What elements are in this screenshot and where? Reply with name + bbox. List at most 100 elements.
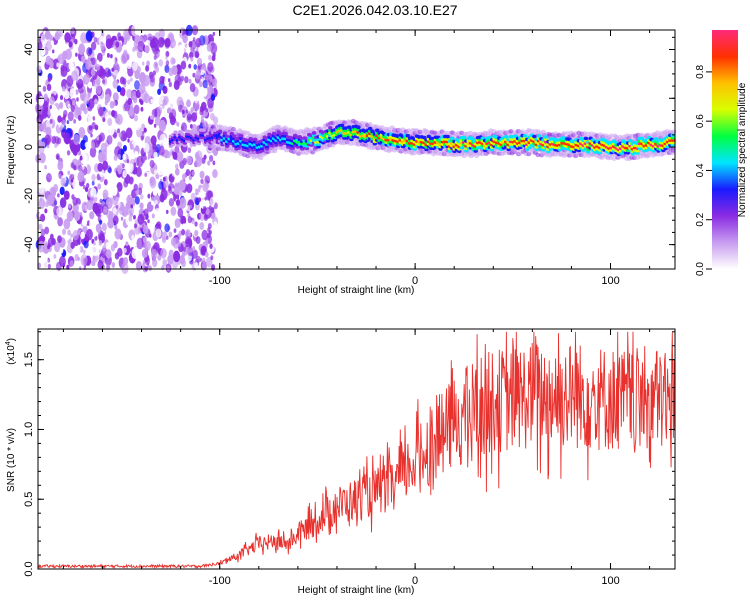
noise-cell (120, 216, 124, 221)
noise-cell (194, 221, 198, 227)
noise-cell (125, 241, 129, 247)
noise-cell (117, 247, 123, 257)
noise-cell (134, 70, 140, 80)
colorbar-tick-label: 0.4 (695, 163, 706, 177)
noise-cell (40, 213, 46, 222)
noise-cell (47, 76, 52, 83)
halo-cell (379, 125, 385, 130)
noise-cell (44, 164, 47, 170)
noise-cell (56, 207, 62, 217)
noise-cell (123, 257, 129, 266)
snr-y-label: SNR (10 * v/v) (6, 428, 17, 492)
noise-cell (51, 49, 55, 54)
noise-cell (163, 179, 169, 189)
noise-cell (59, 94, 64, 101)
noise-cell (128, 262, 134, 271)
noise-cell (111, 262, 116, 268)
noise-cell (154, 44, 159, 51)
spectrogram-y-ticks: 40 20 0 -20 -40 (23, 36, 675, 270)
noise-cell (182, 223, 186, 228)
noise-cell (125, 127, 133, 139)
noise-cell (129, 109, 135, 118)
noise-cell (80, 105, 84, 110)
noise-cell (140, 89, 144, 94)
noise-cell (38, 223, 43, 231)
noise-cell (199, 170, 205, 179)
noise-cell (77, 78, 84, 88)
noise-cell (126, 59, 133, 70)
noise-cell (191, 112, 198, 122)
colorbar-tick-label: 0.2 (695, 212, 706, 226)
noise-cell (72, 230, 79, 241)
noise-cell (143, 142, 150, 153)
halo-cell (496, 129, 502, 135)
noise-cell (181, 122, 187, 132)
snr-x-label: Height of straight line (km) (298, 585, 415, 596)
noise-cell (67, 111, 74, 122)
noise-cell (49, 96, 55, 105)
noise-cell (87, 81, 93, 89)
noise-cell (147, 219, 150, 224)
noise-cell (115, 41, 120, 48)
noise-cell (95, 154, 99, 161)
noise-cell (82, 225, 88, 234)
noise-cell (201, 261, 208, 271)
noise-cell (67, 103, 71, 109)
noise-cell (116, 85, 122, 93)
noise-cell (155, 221, 162, 231)
noise-cell (88, 220, 92, 226)
noise-cell (57, 235, 62, 244)
noise-cell (85, 59, 92, 71)
noise-cell (132, 46, 136, 53)
noise-cell (106, 59, 112, 68)
noise-cell (67, 229, 71, 236)
noise-cell (41, 33, 46, 41)
noise-cell (173, 183, 181, 195)
noise-cell (119, 95, 124, 101)
noise-cell (80, 172, 85, 179)
noise-cell (192, 189, 196, 194)
noise-cell (87, 93, 91, 98)
noise-cell (115, 204, 119, 209)
noise-cell (145, 65, 150, 72)
halo-cell (258, 155, 264, 161)
noise-cell (152, 188, 158, 196)
noise-cell (59, 126, 63, 131)
noise-cell (127, 138, 130, 143)
noise-cell (210, 42, 218, 55)
halo-cell (432, 130, 438, 135)
noise-cell (69, 88, 76, 99)
noise-cell (95, 223, 102, 233)
noise-cell (173, 228, 177, 233)
noise-cell (74, 254, 79, 262)
noise-cell (57, 193, 60, 198)
noise-cell (128, 163, 134, 173)
noise-cell (197, 57, 203, 67)
halo-cell (445, 130, 451, 136)
halo-cell (526, 151, 532, 157)
noise-cell (149, 177, 157, 189)
noise-cell (202, 181, 209, 193)
ridge-cell (276, 130, 281, 135)
noise-cell (72, 99, 76, 106)
noise-cell (133, 104, 140, 115)
noise-cell (156, 106, 163, 115)
noise-cell (169, 115, 176, 126)
noise-cell (186, 113, 193, 123)
noise-cell (150, 135, 157, 146)
halo-cell (660, 151, 666, 156)
halo-cell (274, 145, 280, 151)
noise-cell (68, 138, 72, 144)
noise-cell (105, 264, 111, 272)
noise-cell (128, 176, 134, 185)
noise-cell (189, 124, 193, 129)
noise-cell (57, 217, 63, 227)
noise-cell (108, 110, 112, 116)
noise-cell (199, 257, 203, 262)
noise-cell (191, 249, 198, 260)
noise-cell (104, 216, 109, 224)
noise-cell (91, 245, 99, 257)
noise-cell (83, 177, 87, 183)
noise-cell (198, 81, 203, 88)
noise-cell (152, 142, 157, 150)
